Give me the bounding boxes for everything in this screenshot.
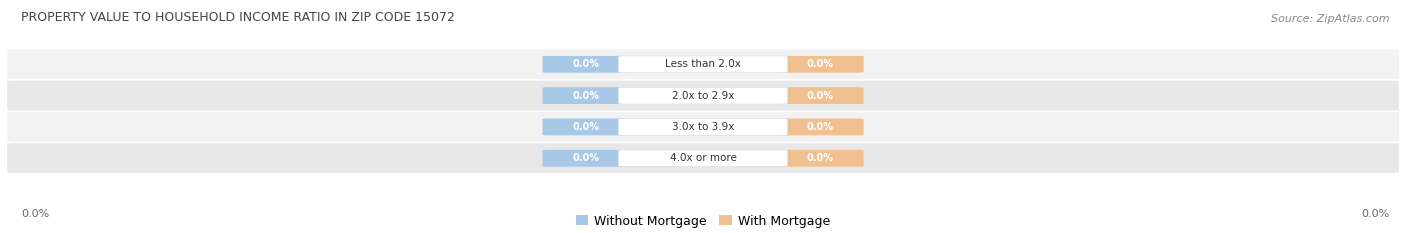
FancyBboxPatch shape xyxy=(776,56,863,73)
Text: 2.0x to 2.9x: 2.0x to 2.9x xyxy=(672,91,734,101)
Text: 0.0%: 0.0% xyxy=(807,91,834,101)
Text: 0.0%: 0.0% xyxy=(21,209,49,219)
Legend: Without Mortgage, With Mortgage: Without Mortgage, With Mortgage xyxy=(571,209,835,233)
FancyBboxPatch shape xyxy=(543,56,630,73)
Text: 4.0x or more: 4.0x or more xyxy=(669,153,737,163)
FancyBboxPatch shape xyxy=(776,119,863,135)
FancyBboxPatch shape xyxy=(7,81,1399,110)
FancyBboxPatch shape xyxy=(7,112,1399,142)
FancyBboxPatch shape xyxy=(7,143,1399,173)
Text: PROPERTY VALUE TO HOUSEHOLD INCOME RATIO IN ZIP CODE 15072: PROPERTY VALUE TO HOUSEHOLD INCOME RATIO… xyxy=(21,11,454,24)
FancyBboxPatch shape xyxy=(543,119,630,135)
FancyBboxPatch shape xyxy=(776,87,863,104)
FancyBboxPatch shape xyxy=(619,150,787,167)
Text: 0.0%: 0.0% xyxy=(1361,209,1389,219)
Text: Source: ZipAtlas.com: Source: ZipAtlas.com xyxy=(1271,14,1389,24)
Text: 0.0%: 0.0% xyxy=(807,153,834,163)
FancyBboxPatch shape xyxy=(619,119,787,135)
Text: 0.0%: 0.0% xyxy=(572,91,599,101)
Text: 3.0x to 3.9x: 3.0x to 3.9x xyxy=(672,122,734,132)
Text: 0.0%: 0.0% xyxy=(572,59,599,69)
FancyBboxPatch shape xyxy=(543,150,630,167)
Text: 0.0%: 0.0% xyxy=(572,153,599,163)
Text: 0.0%: 0.0% xyxy=(807,122,834,132)
FancyBboxPatch shape xyxy=(619,56,787,73)
FancyBboxPatch shape xyxy=(776,150,863,167)
Text: 0.0%: 0.0% xyxy=(807,59,834,69)
FancyBboxPatch shape xyxy=(7,49,1399,79)
FancyBboxPatch shape xyxy=(619,87,787,104)
Text: 0.0%: 0.0% xyxy=(572,122,599,132)
Text: Less than 2.0x: Less than 2.0x xyxy=(665,59,741,69)
FancyBboxPatch shape xyxy=(543,87,630,104)
